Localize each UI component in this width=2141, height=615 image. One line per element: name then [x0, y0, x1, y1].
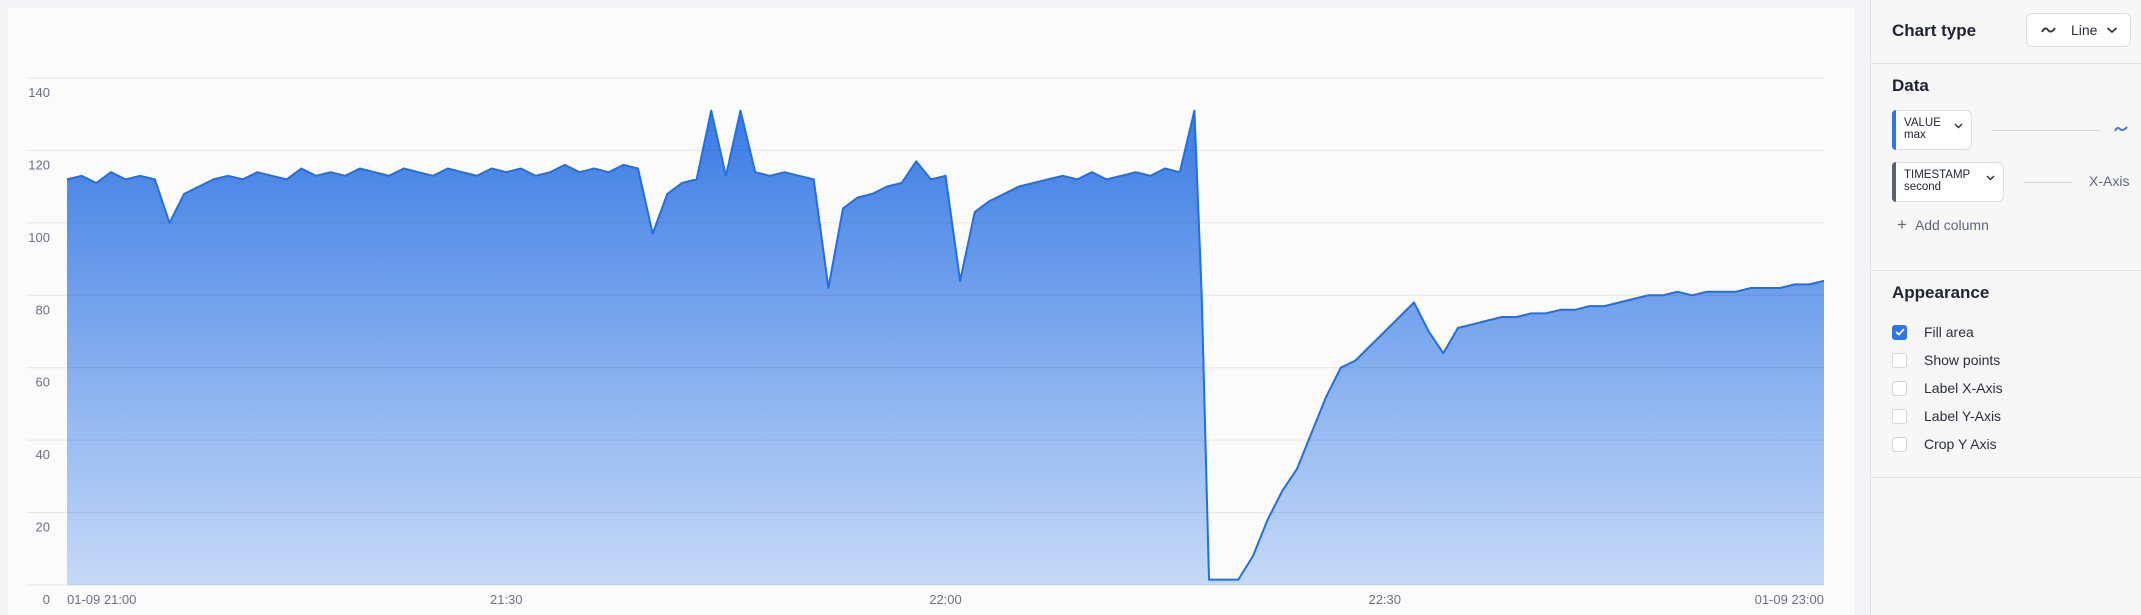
- chart-type-dropdown[interactable]: Line: [2026, 13, 2131, 47]
- checkbox[interactable]: [1892, 436, 1907, 452]
- option-crop-y-axis[interactable]: Crop Y Axis: [1892, 436, 1997, 452]
- appearance-section-title: Appearance: [1892, 283, 1990, 302]
- y-tick-label: 40: [36, 447, 50, 462]
- timestamp-column-selector[interactable]: TIMESTAMP second: [1892, 162, 2004, 202]
- divider: [1871, 63, 2141, 64]
- column-name: TIMESTAMP: [1904, 169, 1971, 181]
- divider: [1871, 270, 2141, 271]
- option-label: Label X-Axis: [1924, 380, 2003, 396]
- x-tick-label: 22:00: [929, 592, 962, 607]
- option-label-x-axis[interactable]: Label X-Axis: [1892, 380, 2003, 396]
- option-fill-area[interactable]: Fill area: [1892, 324, 1974, 340]
- x-tick-label: 22:30: [1368, 592, 1401, 607]
- checkmark-icon: [1894, 328, 1905, 336]
- option-label-y-axis[interactable]: Label Y-Axis: [1892, 408, 2001, 424]
- checkbox[interactable]: [1892, 380, 1907, 396]
- x-tick-label: 01-09 23:00: [1755, 592, 1824, 607]
- plus-icon: +: [1897, 215, 1907, 234]
- x-tick-label: 21:30: [490, 592, 523, 607]
- option-label: Label Y-Axis: [1924, 408, 2002, 424]
- checkbox-checked[interactable]: [1892, 324, 1907, 340]
- column-aggregation: second: [1904, 181, 1942, 193]
- option-label: Crop Y Axis: [1924, 436, 1997, 452]
- add-column-label: Add column: [1914, 217, 1989, 233]
- option-show-points[interactable]: Show points: [1892, 352, 2000, 368]
- line-wave-icon[interactable]: [2114, 124, 2128, 134]
- x-tick-label: 01-09 21:00: [67, 592, 136, 607]
- y-tick-label: 140: [28, 85, 50, 100]
- connector-line: [1992, 130, 2100, 131]
- series-color-bar: [1892, 110, 1896, 150]
- chart-type-value: Line: [2071, 22, 2098, 38]
- y-tick-label: 60: [36, 375, 50, 390]
- x-axis-target: X-Axis: [2089, 173, 2130, 189]
- chevron-down-icon: [2106, 27, 2118, 34]
- option-label: Fill area: [1924, 324, 1974, 340]
- option-label: Show points: [1924, 352, 2001, 368]
- column-name: VALUE: [1904, 117, 1941, 129]
- column-aggregation: max: [1904, 129, 1926, 141]
- checkbox[interactable]: [1892, 352, 1907, 368]
- chart-area: 0 20 40 60 80 100 120 140 01-09 21:00 21:30 22:00…: [8, 8, 1855, 615]
- chart-type-label: Chart type: [1892, 21, 1977, 40]
- value-column-selector[interactable]: VALUE max: [1892, 110, 1972, 150]
- area-chart: 0 20 40 60 80 100 120 140 01-09 21:00 21:30 22:00…: [27, 77, 1825, 607]
- chevron-down-icon: [1986, 175, 1995, 181]
- y-tick-label: 20: [36, 520, 50, 535]
- chart-settings-panel: Chart type Line Data VALUE max TIMESTAMP…: [1870, 0, 2141, 615]
- add-column-button[interactable]: + Add column: [1897, 215, 1989, 234]
- checkbox[interactable]: [1892, 408, 1907, 424]
- divider: [1871, 477, 2141, 478]
- y-tick-label: 120: [28, 157, 50, 172]
- series-color-bar: [1892, 162, 1896, 202]
- data-section-title: Data: [1892, 76, 1929, 95]
- line-chart-icon: [2041, 27, 2056, 33]
- y-tick-label: 100: [28, 230, 50, 245]
- connector-line: [2024, 182, 2072, 183]
- y-tick-label: 80: [36, 302, 50, 317]
- chevron-down-icon: [1954, 123, 1963, 129]
- series-line: [66, 109, 1825, 581]
- series-area-fill: [67, 110, 1824, 585]
- y-tick-label: 0: [43, 592, 50, 607]
